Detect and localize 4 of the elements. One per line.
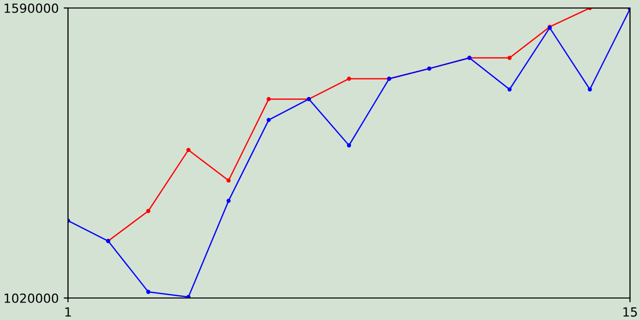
y-tick-label: 1020000	[4, 293, 58, 303]
y-tick-label: 1590000	[4, 3, 58, 13]
x-tick-label: 15	[623, 307, 637, 317]
x-tick-label: 1	[65, 307, 71, 317]
